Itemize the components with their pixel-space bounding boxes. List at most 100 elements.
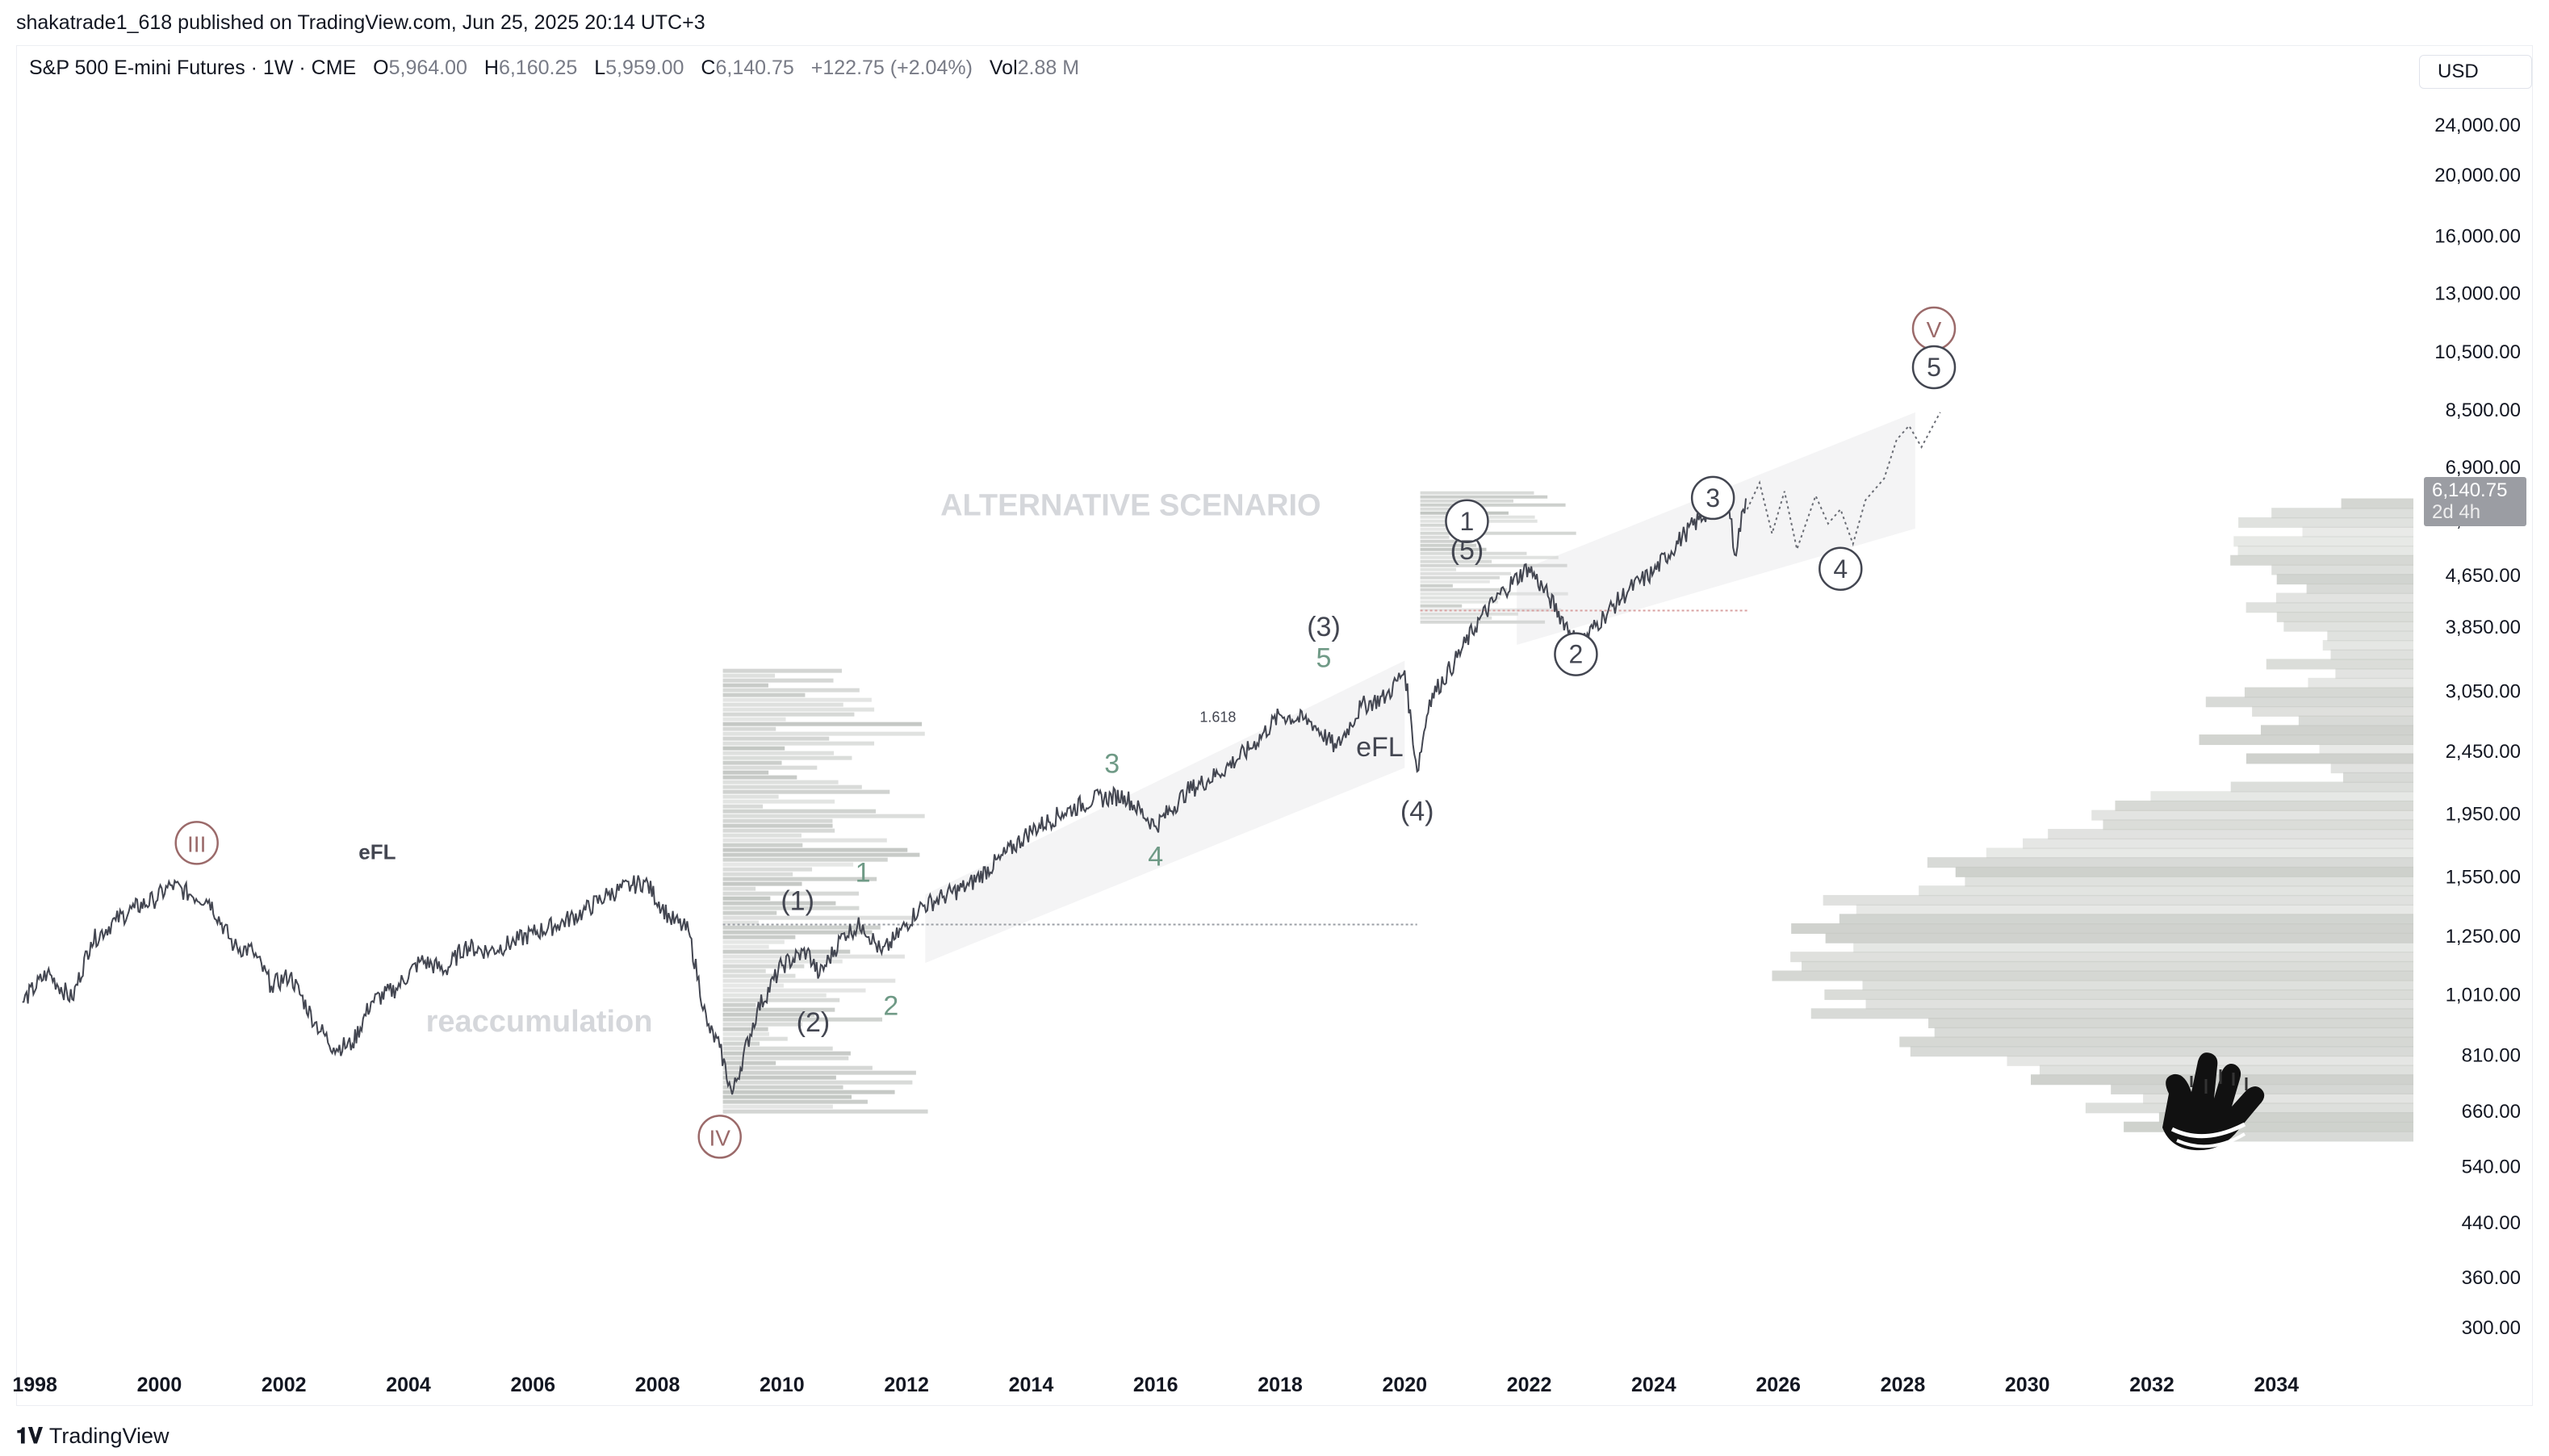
volume-profile-bar xyxy=(722,1012,815,1017)
volume-profile-bar xyxy=(1420,555,1559,559)
volume-profile-bar xyxy=(1965,876,2413,887)
volume-profile-bar xyxy=(722,1090,895,1094)
volume-profile-bar xyxy=(722,712,855,717)
volume-profile-bar xyxy=(722,891,860,896)
volume-profile-bar xyxy=(2103,819,2413,831)
wave-label: 1.618 xyxy=(1199,709,1236,725)
price-tick-label: 3,050.00 xyxy=(2446,680,2521,702)
volume-profile-bar xyxy=(722,920,759,925)
chart-frame[interactable] xyxy=(16,45,2533,1406)
price-tick-label: 20,000.00 xyxy=(2434,165,2521,186)
volume-profile-bar xyxy=(722,818,833,823)
volume-profile-bar xyxy=(2266,659,2413,670)
price-tick-label: 540.00 xyxy=(2462,1156,2521,1178)
volume-profile-bar xyxy=(722,964,805,969)
currency-selector[interactable]: USD xyxy=(2419,55,2532,89)
last-price-badge: 6,140.75 2d 4h xyxy=(2424,477,2526,526)
wave-label-v: V xyxy=(1927,317,1942,342)
wave-label: eFL xyxy=(1356,732,1404,763)
wave-label-circle xyxy=(1819,546,1863,592)
volume-profile-bar xyxy=(1420,567,1457,571)
volume-profile-bar xyxy=(722,784,862,789)
volume-profile-bar xyxy=(1856,904,2413,915)
volume-profile-bar xyxy=(722,944,769,949)
volume-profile-bar xyxy=(1420,584,1453,588)
volume-profile-bar xyxy=(1420,507,1452,511)
volume-profile-bar xyxy=(1919,885,2413,897)
volume-profile-bar xyxy=(2252,705,2413,717)
time-axis[interactable]: 1998 2000 2002 2004 2006 2008 2010 2012 2014 2016… xyxy=(12,1374,2299,1396)
volume-profile-bar xyxy=(1420,531,1576,535)
time-tick-label: 2034 xyxy=(2254,1374,2299,1396)
volume-profile-bar xyxy=(722,973,796,978)
volume-profile-bar xyxy=(2230,554,2413,566)
time-tick-label: 2004 xyxy=(386,1374,431,1396)
close-value: 6,140.75 xyxy=(715,56,794,79)
wave-label-4: 4 xyxy=(1833,554,1848,584)
volume-profile-bar xyxy=(1420,491,1534,495)
volume-profile-bar xyxy=(722,954,905,959)
volume-profile-bar xyxy=(1862,980,2413,991)
volume-profile-bar xyxy=(2271,564,2413,575)
time-tick-label: 2000 xyxy=(137,1374,182,1396)
wave-label-3: 3 xyxy=(1706,483,1720,513)
volume-profile-bar xyxy=(722,1002,756,1007)
volume-profile-bar xyxy=(722,814,925,818)
volume-profile-bar xyxy=(1420,612,1518,616)
volume-profile-bar xyxy=(1910,1046,2413,1057)
time-tick-label: 2022 xyxy=(1507,1374,1552,1396)
volume-profile-bar xyxy=(2230,781,2413,793)
symbol-name[interactable]: S&P 500 E-mini Futures · 1W · CME xyxy=(29,56,357,79)
volume-profile-bar xyxy=(722,1017,883,1022)
volume-profile-bar xyxy=(722,770,769,775)
volume-profile-bar xyxy=(722,794,779,799)
volume-profile-bar xyxy=(722,692,806,697)
time-tick-label: 2016 xyxy=(1133,1374,1178,1396)
high-key: H xyxy=(483,56,499,79)
volume-profile-bar xyxy=(722,697,872,702)
channel-wave-5 xyxy=(1517,412,1915,646)
volume-profile-bar xyxy=(722,993,827,998)
volume-profile-bar xyxy=(722,833,802,838)
volume-profile-bar xyxy=(1801,960,2413,972)
volume-profile-bar xyxy=(2335,668,2413,680)
price-tick-label: 3,850.00 xyxy=(2446,617,2521,638)
volume-profile-bar xyxy=(722,949,851,954)
volume-profile-bar xyxy=(2319,743,2413,755)
volume-profile-bar xyxy=(722,939,785,944)
wave-label: 3 xyxy=(1104,748,1120,779)
footer-brand[interactable]: 𝟏𝐕 TradingView xyxy=(16,1424,170,1450)
volume-profile-bar xyxy=(1899,1036,2413,1048)
volume-profile-bar xyxy=(1986,847,2413,859)
price-axis[interactable]: 24,000.00 20,000.00 16,000.00 13,000.00 10,5… xyxy=(2434,115,2521,1339)
wave-annotations: IIIIVV12345(1)(2)(3)(4)(5)12345eFLeFL1.6… xyxy=(174,306,1957,1159)
volume-profile-bar xyxy=(722,688,860,692)
volume-profile-bar xyxy=(722,1031,769,1036)
price-tick-label: 6,900.00 xyxy=(2446,457,2521,479)
volume-profile-bar xyxy=(1810,1008,2413,1019)
volume-profile-bar xyxy=(722,1065,873,1070)
volume-profile-bar xyxy=(722,852,920,857)
volume-profile-bar xyxy=(1420,571,1511,575)
volume-profile-bar xyxy=(722,857,888,862)
volume-profile-bar xyxy=(722,862,854,867)
wave-label-circle xyxy=(174,821,219,865)
volume-profile-bar xyxy=(1420,547,1487,551)
volume-profile-bar xyxy=(722,673,776,678)
time-tick-label: 2024 xyxy=(1631,1374,1676,1396)
vol-key: Vol xyxy=(989,56,1018,79)
volume-profile-bar xyxy=(722,983,784,988)
price-tick-label: 810.00 xyxy=(2462,1044,2521,1066)
volume-profile-bar xyxy=(1420,592,1568,596)
volume-profile-bar xyxy=(1420,535,1450,539)
volume-profile-bar xyxy=(2233,536,2413,547)
volume-profile-bar xyxy=(722,717,786,722)
wave-label: 4 xyxy=(1148,842,1163,872)
volume-profile-bar xyxy=(2276,611,2413,622)
wave-label-iii: III xyxy=(187,831,206,856)
time-tick-label: 2008 xyxy=(635,1374,680,1396)
volume-profile-bar xyxy=(1420,596,1501,600)
volume-profile-bar xyxy=(722,1041,760,1046)
volume-profile-bar xyxy=(722,760,782,765)
